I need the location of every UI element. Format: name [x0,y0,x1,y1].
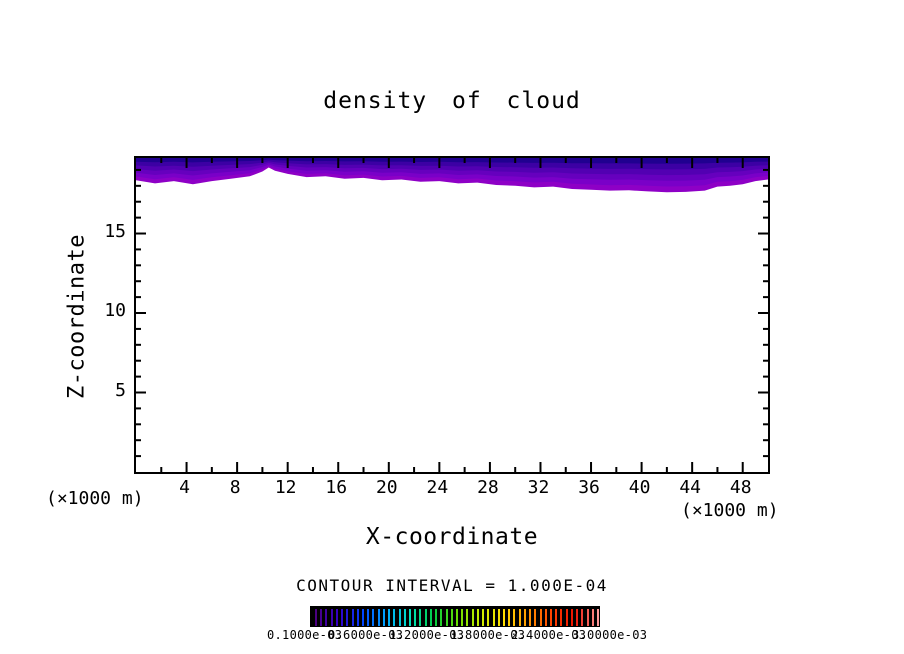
colorbar-strip [523,609,526,626]
colorbar-strip [393,609,396,626]
colorbar-strip [529,609,532,626]
colorbar-strip [497,609,500,626]
colorbar-strip [476,609,479,626]
y-tick-label: 10 [104,300,126,321]
colorbar-strip [518,609,521,626]
y-tick-label: 15 [104,220,126,242]
colorbar-strip [362,609,364,626]
colorbar-strip [586,609,589,626]
colorbar-value-label: 3.0000e-03 [572,628,648,642]
colorbar-strip [534,609,537,626]
colorbar-strip [382,609,385,626]
colorbar-strip [450,609,453,626]
colorbar-value-label: 0.6000e-03 [328,628,404,642]
colorbar-strip [341,609,344,626]
colorbar-value-label: 2.4000e-03 [511,628,587,642]
colorbar-strip [435,609,438,626]
x-tick-label: 12 [274,477,297,498]
x-axis-unit-label: (×1000 m) [681,500,779,521]
x-tick-label: 20 [375,477,398,498]
cloud-band-layer [136,158,768,164]
chart-title: density of cloud [323,88,581,114]
x-tick-label: 44 [679,477,701,498]
x-tick-label: 48 [729,477,752,498]
colorbar-value-label: 1.8000e-03 [450,628,526,642]
colorbar-strip [570,609,573,626]
colorbar-strip [555,609,558,626]
x-tick-label: 32 [527,477,550,498]
colorbar-strip [440,609,443,626]
colorbar-strip [403,609,406,626]
x-tick-label: 4 [179,477,190,498]
colorbar-strip [487,609,490,626]
colorbar-strip [377,609,380,626]
colorbar-strip [503,609,505,626]
x-tick-label: 40 [628,477,651,498]
colorbar-strip [539,609,542,626]
colorbar-strip [351,609,354,626]
colorbar-strip [508,609,511,626]
colorbar-strip [492,609,495,626]
colorbar-strip [445,609,448,626]
colorbar-strip [544,609,547,626]
plot-area [134,156,770,474]
x-axis-label: X-coordinate [365,524,539,550]
colorbar-strip [346,609,349,626]
colorbar-strip [315,609,317,626]
x-tick-label: 36 [578,477,600,498]
colorbar-strip [576,609,579,626]
x-tick-label: 24 [426,477,449,498]
colorbar-strip [429,609,432,626]
colorbar-strip [325,609,328,626]
colorbar-strip [409,609,411,626]
colorbar-strip [591,609,594,626]
colorbar-strip [581,609,584,626]
colorbar-strip [482,609,485,626]
colorbar-strip [388,609,391,626]
x-tick-label: 16 [325,477,348,498]
colorbar-strip [560,609,563,626]
x-tick-label: 28 [477,477,499,498]
y-axis-unit-label: (×1000 m) [46,488,144,509]
colorbar-strip [367,609,370,626]
y-tick-label: 5 [115,379,126,401]
colorbar-strip [419,609,422,626]
colorbar-strip [513,609,516,626]
colorbar-value-label: 1.2000e-03 [389,628,465,642]
colorbar-strip [597,609,599,626]
contour-interval-label: CONTOUR INTERVAL = 1.000E-04 [296,576,608,595]
colorbar-strip [398,609,401,626]
colorbar-strip [424,609,427,626]
colorbar-strip [550,609,552,626]
colorbar-strip [565,609,568,626]
colorbar [310,606,600,627]
colorbar-strip [372,609,375,626]
colorbar-strip [330,609,333,626]
colorbar-strip [466,609,469,626]
colorbar-strip [335,609,338,626]
colorbar-strip [461,609,464,626]
x-tick-label: 8 [229,477,241,498]
contour-plot-svg [136,158,768,472]
colorbar-strip [414,609,417,626]
colorbar-strip [456,609,458,626]
colorbar-strip [356,609,359,626]
colorbar-strip [320,609,323,626]
colorbar-value-label: 0.1000e-03 [267,628,343,642]
colorbar-strip [471,609,474,626]
